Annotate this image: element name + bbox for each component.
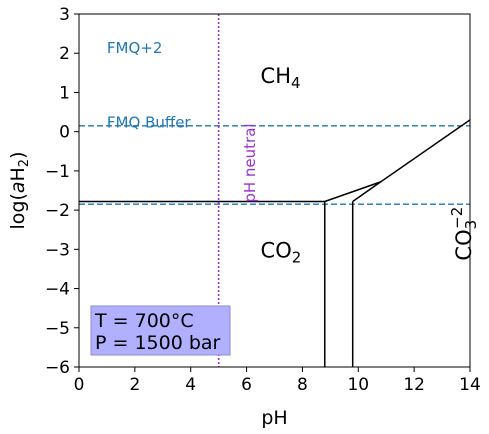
x-tick-label: 10 xyxy=(347,375,369,395)
boundary-line xyxy=(353,182,381,202)
region-labels: CH4 CO2 CO3−2 xyxy=(261,64,480,267)
x-tick-label: 0 xyxy=(74,375,85,395)
y-tick-label: −4 xyxy=(45,280,70,300)
x-tick-label: 12 xyxy=(403,375,425,395)
boundary-line xyxy=(325,182,381,202)
y-tick-label: −6 xyxy=(45,358,70,378)
annotation-label: FMQ Buffer xyxy=(107,114,192,132)
y-tick-label: 0 xyxy=(59,123,70,143)
info-box: T = 700°CP = 1500 bar xyxy=(91,306,230,355)
x-axis-label: pH xyxy=(261,407,287,429)
region-label: CO3−2 xyxy=(448,207,480,261)
x-tick-label: 4 xyxy=(185,375,196,395)
info-box-line: P = 1500 bar xyxy=(95,332,221,354)
y-tick-label: −5 xyxy=(45,319,70,339)
region-label: CH4 xyxy=(261,64,301,92)
y-tick-label: −2 xyxy=(45,201,70,221)
annotation-label: pH neutral xyxy=(241,123,259,202)
boundary-line xyxy=(381,120,470,182)
y-tick-label: 2 xyxy=(59,44,70,64)
annotation-label: FMQ+2 xyxy=(107,39,163,57)
x-tick-label: 6 xyxy=(241,375,252,395)
x-tick-label: 14 xyxy=(459,375,481,395)
region-label: CO2 xyxy=(261,238,302,266)
y-tick-label: −1 xyxy=(45,162,70,182)
y-tick-label: 3 xyxy=(59,5,70,25)
x-tick-label: 8 xyxy=(297,375,308,395)
y-tick-label: 1 xyxy=(59,83,70,103)
y-tick-label: −3 xyxy=(45,240,70,260)
x-tick-label: 2 xyxy=(129,375,140,395)
annotations: FMQ+2 FMQ Buffer pH neutral xyxy=(107,39,259,202)
info-box-line: T = 700°C xyxy=(94,310,194,332)
y-axis-label: log(aH2) xyxy=(7,151,32,229)
